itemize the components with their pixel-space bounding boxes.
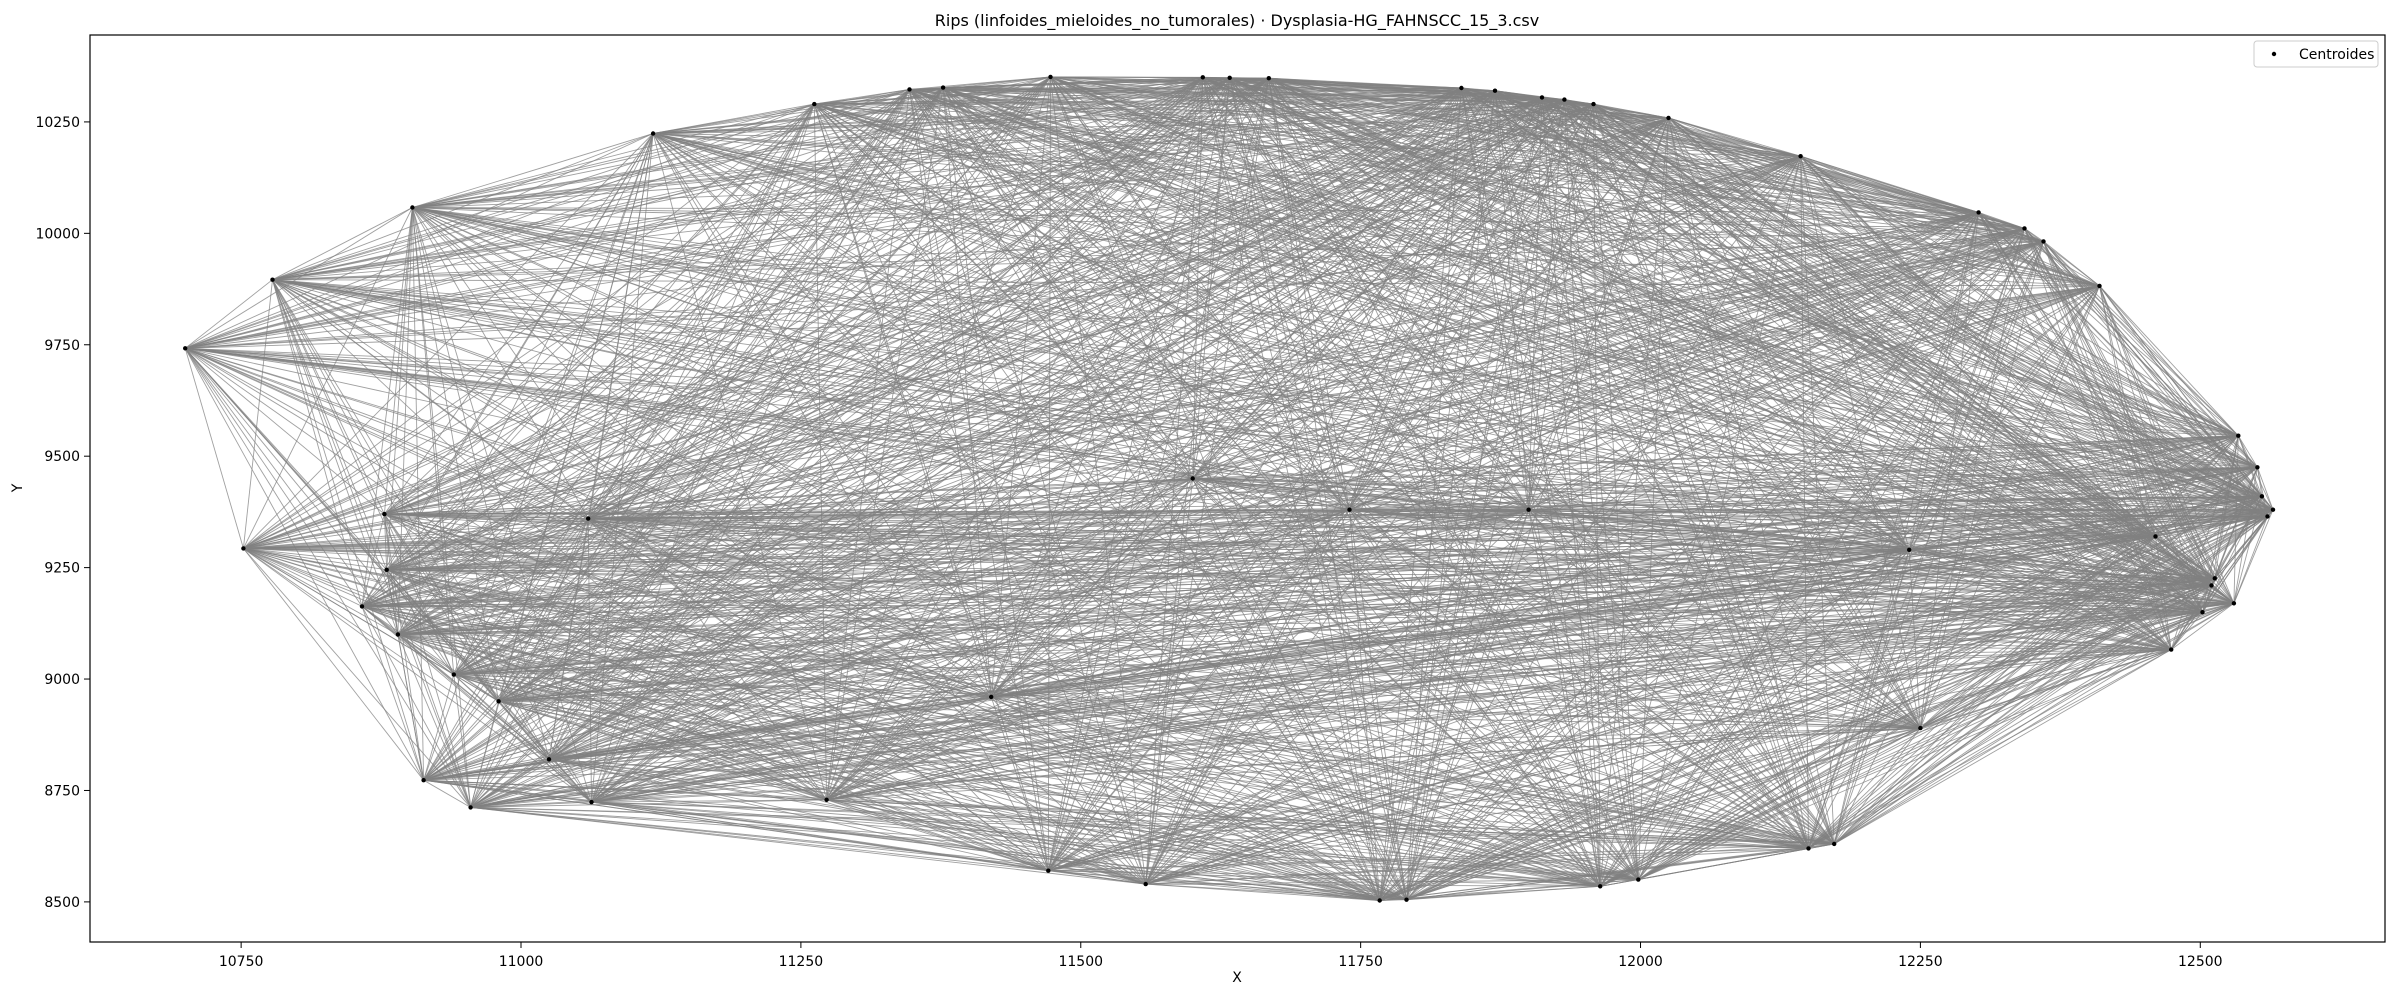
centroid-point	[1798, 154, 1802, 158]
centroid-point	[2169, 647, 2173, 651]
centroid-point	[1832, 842, 1836, 846]
centroid-point	[907, 87, 911, 91]
y-tick-label: 9500	[44, 449, 80, 465]
y-tick-label: 10250	[35, 115, 80, 131]
y-tick-label: 10000	[35, 226, 80, 242]
y-tick-label: 9000	[44, 672, 80, 688]
legend: Centroides	[2254, 41, 2378, 67]
centroid-point	[2097, 284, 2101, 288]
centroid-point	[1562, 97, 1566, 101]
centroid-point	[382, 512, 386, 516]
centroid-point	[1591, 102, 1595, 106]
centroid-point	[396, 632, 400, 636]
centroid-point	[2265, 514, 2269, 518]
centroid-point	[2213, 576, 2217, 580]
centroid-point	[2271, 508, 2275, 512]
centroid-point	[2232, 601, 2236, 605]
centroid-point	[1526, 508, 1530, 512]
x-tick-label: 11500	[1058, 954, 1103, 970]
centroid-point	[1636, 877, 1640, 881]
x-axis-label: X	[1232, 970, 1242, 986]
legend-marker	[2272, 52, 2276, 56]
centroid-point	[547, 757, 551, 761]
centroid-point	[1201, 75, 1205, 79]
centroid-point	[1347, 508, 1351, 512]
centroid-point	[1540, 95, 1544, 99]
x-tick-label: 12250	[1898, 954, 1943, 970]
centroid-point	[468, 805, 472, 809]
legend-label: Centroides	[2299, 47, 2374, 63]
x-tick-label: 11000	[499, 954, 544, 970]
x-tick-label: 12000	[1618, 954, 1663, 970]
centroid-point	[586, 516, 590, 520]
centroid-point	[1404, 898, 1408, 902]
centroid-point	[1046, 869, 1050, 873]
centroid-point	[2153, 534, 2157, 538]
centroid-point	[2255, 465, 2259, 469]
y-tick-label: 9250	[44, 561, 80, 577]
centroid-point	[589, 800, 593, 804]
centroid-point	[1918, 726, 1922, 730]
x-tick-label: 11750	[1338, 954, 1383, 970]
centroid-point	[1267, 76, 1271, 80]
centroid-point	[1806, 846, 1810, 850]
centroid-point	[2022, 226, 2026, 230]
centroid-point	[2209, 583, 2213, 587]
x-tick-label: 12500	[2178, 954, 2223, 970]
centroid-point	[1666, 116, 1670, 120]
centroid-point	[1228, 76, 1232, 80]
centroid-point	[241, 546, 245, 550]
centroid-point	[183, 346, 187, 350]
centroid-point	[2260, 494, 2264, 498]
centroid-point	[2041, 239, 2045, 243]
y-axis-label: Y	[10, 483, 26, 493]
centroid-point	[989, 695, 993, 699]
centroid-point	[410, 205, 414, 209]
y-tick-label: 9750	[44, 338, 80, 354]
centroid-point	[1493, 89, 1497, 93]
centroid-point	[1976, 210, 1980, 214]
centroid-point	[1191, 476, 1195, 480]
centroid-point	[496, 699, 500, 703]
centroid-point	[1907, 548, 1911, 552]
centroid-point	[1598, 884, 1602, 888]
centroid-point	[360, 604, 364, 608]
chart-title: Rips (linfoides_mieloides_no_tumorales) …	[935, 11, 1539, 31]
centroid-point	[651, 131, 655, 135]
y-tick-label: 8750	[44, 783, 80, 799]
centroid-point	[2236, 434, 2240, 438]
centroid-point	[385, 568, 389, 572]
centroid-point	[1459, 86, 1463, 90]
centroid-point	[2200, 610, 2204, 614]
centroid-point	[824, 798, 828, 802]
centroid-point	[812, 102, 816, 106]
y-tick-label: 8500	[44, 895, 80, 911]
centroid-point	[421, 778, 425, 782]
centroid-point	[452, 672, 456, 676]
centroid-point	[1144, 882, 1148, 886]
x-tick-label: 10750	[219, 954, 264, 970]
centroid-point	[270, 278, 274, 282]
x-tick-label: 11250	[779, 954, 824, 970]
centroid-point	[941, 85, 945, 89]
centroid-point	[1378, 898, 1382, 902]
centroid-point	[1048, 75, 1052, 79]
